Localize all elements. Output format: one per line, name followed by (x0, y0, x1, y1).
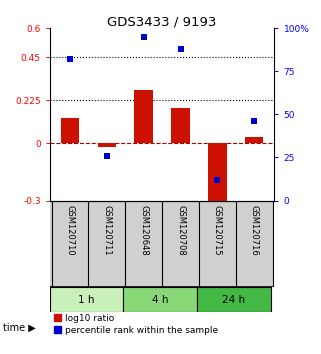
Point (141, 34, 146, 40)
Bar (98, 143, 116, 147)
Point (215, 177, 220, 183)
Bar (208, 143, 227, 206)
Text: 1 h: 1 h (78, 295, 95, 304)
Text: GSM120716: GSM120716 (250, 205, 259, 256)
Point (178, 46, 183, 52)
Bar (61, 118, 79, 143)
Point (67, 57, 73, 62)
Legend: log10 ratio, percentile rank within the sample: log10 ratio, percentile rank within the … (54, 314, 218, 335)
Bar (50, 287, 124, 313)
Point (252, 119, 257, 124)
Text: time ▶: time ▶ (3, 322, 36, 332)
Point (104, 153, 109, 159)
Text: GSM120711: GSM120711 (102, 205, 111, 256)
Text: GSM120708: GSM120708 (176, 205, 185, 256)
Text: 24 h: 24 h (222, 295, 246, 304)
Text: GSM120715: GSM120715 (213, 205, 222, 256)
Bar (171, 108, 190, 143)
Bar (124, 287, 197, 313)
Bar (245, 137, 264, 143)
Bar (197, 287, 271, 313)
Text: GSM120648: GSM120648 (139, 205, 148, 256)
Text: 4 h: 4 h (152, 295, 169, 304)
Bar (134, 90, 153, 143)
Text: GSM120710: GSM120710 (65, 205, 74, 256)
Title: GDS3433 / 9193: GDS3433 / 9193 (108, 15, 217, 28)
